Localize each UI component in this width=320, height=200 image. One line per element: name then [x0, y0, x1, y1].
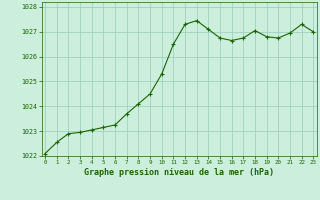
X-axis label: Graphe pression niveau de la mer (hPa): Graphe pression niveau de la mer (hPa): [84, 168, 274, 177]
